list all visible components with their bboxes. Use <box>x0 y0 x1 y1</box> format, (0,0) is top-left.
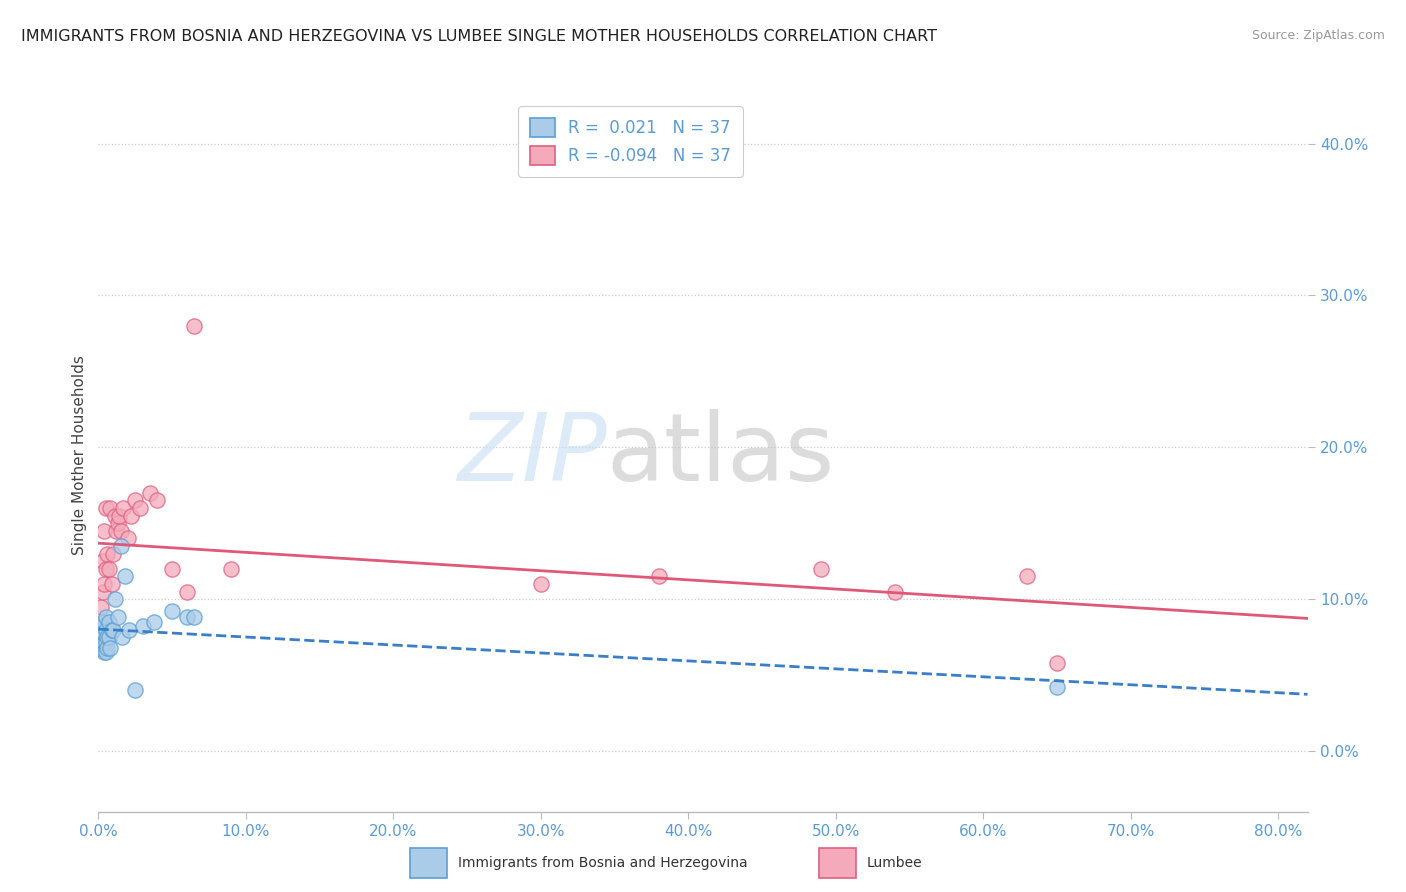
Bar <box>820 848 856 878</box>
Text: atlas: atlas <box>606 409 835 501</box>
Text: Immigrants from Bosnia and Herzegovina: Immigrants from Bosnia and Herzegovina <box>457 856 747 870</box>
Point <box>93 645 115 659</box>
Point <box>648 569 671 583</box>
Point <box>94 562 117 576</box>
Point <box>98 501 121 516</box>
Point <box>93 577 115 591</box>
Point <box>128 501 150 516</box>
Point <box>219 562 242 576</box>
Point <box>90 623 112 637</box>
Point <box>93 625 115 640</box>
Point <box>100 623 122 637</box>
Point <box>94 623 117 637</box>
Point <box>112 501 135 516</box>
Point <box>160 604 183 618</box>
Point <box>97 615 120 629</box>
Point <box>1046 680 1069 694</box>
Point <box>111 630 134 644</box>
Point <box>110 539 132 553</box>
Point <box>131 619 153 633</box>
Point <box>1046 656 1069 670</box>
Point <box>91 634 114 648</box>
Legend: R =  0.021   N = 37, R = -0.094   N = 37: R = 0.021 N = 37, R = -0.094 N = 37 <box>519 106 742 177</box>
Point <box>98 640 121 655</box>
Bar <box>411 848 447 878</box>
Point <box>810 562 832 576</box>
Point <box>120 508 142 523</box>
Y-axis label: Single Mother Households: Single Mother Households <box>72 355 87 555</box>
Point <box>93 634 115 648</box>
Point <box>139 486 162 500</box>
Point <box>94 645 117 659</box>
Point <box>91 640 114 655</box>
Point <box>93 524 115 538</box>
Text: Source: ZipAtlas.com: Source: ZipAtlas.com <box>1251 29 1385 42</box>
Point <box>101 547 124 561</box>
Point <box>97 562 120 576</box>
Point <box>107 610 129 624</box>
Point <box>96 630 118 644</box>
Point <box>90 630 112 644</box>
Point <box>94 501 117 516</box>
Point <box>124 493 146 508</box>
Point <box>100 577 122 591</box>
Point <box>89 640 111 655</box>
Point <box>91 584 114 599</box>
Point <box>90 640 112 655</box>
Text: ZIP: ZIP <box>457 409 606 500</box>
Point <box>114 569 136 583</box>
Point <box>124 683 146 698</box>
Point <box>93 615 115 629</box>
Point <box>89 630 111 644</box>
Point <box>105 524 128 538</box>
Point <box>97 630 120 644</box>
Point <box>89 630 111 644</box>
Point <box>108 508 131 523</box>
Point <box>183 610 205 624</box>
Point <box>1017 569 1039 583</box>
Point <box>101 623 124 637</box>
Point <box>90 599 112 614</box>
Point <box>183 318 205 333</box>
Point <box>146 493 169 508</box>
Point <box>89 640 111 655</box>
Point <box>107 516 129 531</box>
Point <box>118 623 141 637</box>
Point <box>143 615 166 629</box>
Point <box>90 619 112 633</box>
Point <box>91 625 114 640</box>
Point <box>104 592 127 607</box>
Point <box>91 619 114 633</box>
Point <box>176 584 198 599</box>
Point <box>96 547 118 561</box>
Point <box>91 554 114 568</box>
Point <box>117 532 139 546</box>
Point <box>94 610 117 624</box>
Text: IMMIGRANTS FROM BOSNIA AND HERZEGOVINA VS LUMBEE SINGLE MOTHER HOUSEHOLDS CORREL: IMMIGRANTS FROM BOSNIA AND HERZEGOVINA V… <box>21 29 936 44</box>
Point <box>883 584 905 599</box>
Point <box>176 610 198 624</box>
Point <box>530 577 553 591</box>
Point <box>104 508 127 523</box>
Point <box>96 640 118 655</box>
Point <box>160 562 183 576</box>
Point <box>94 634 117 648</box>
Point <box>110 524 132 538</box>
Text: Lumbee: Lumbee <box>868 856 922 870</box>
